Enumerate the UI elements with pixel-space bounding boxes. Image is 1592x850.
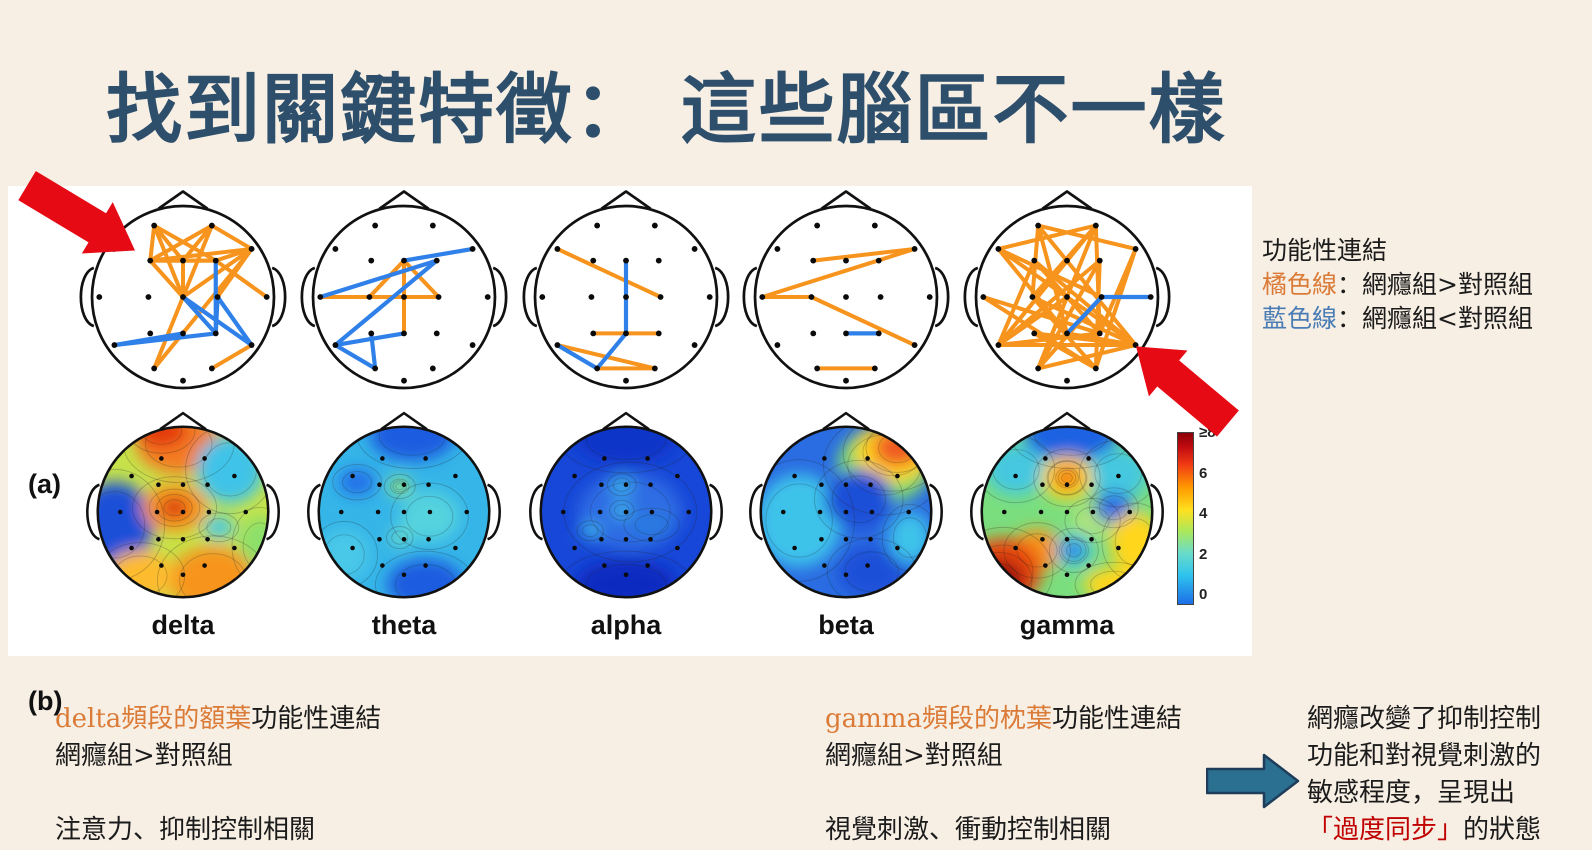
- connectivity-head-beta: [735, 186, 957, 412]
- band-label-theta: theta: [371, 610, 437, 640]
- legend-orange-desc: ：網癮組>對照組: [1337, 270, 1533, 299]
- legend-title: 功能性連結: [1262, 236, 1388, 265]
- note-delta-line2: 網癮組>對照組: [55, 741, 233, 771]
- colorbar-tick: 2: [1199, 546, 1208, 563]
- topography-map-delta: [79, 408, 287, 620]
- legend-orange-term: 橘色線: [1262, 270, 1338, 299]
- band-label-gamma: gamma: [1019, 610, 1115, 640]
- legend-blue-desc: ：網癮組<對照組: [1337, 304, 1533, 333]
- note-conclusion: 網癮改變了抑制控制 功能和對視覺刺激的 敏感程度，呈現出 「過度同步」的狀態: [1307, 701, 1541, 849]
- note-gamma-rest: 功能性連結: [1051, 704, 1182, 734]
- note-conclusion-line3: 敏感程度，呈現出: [1307, 778, 1516, 808]
- connectivity-head-theta: [293, 186, 515, 412]
- colorbar: [1177, 432, 1194, 605]
- legend-blue-row: 藍色線：網癮組<對照組: [1262, 302, 1533, 336]
- note-gamma-line3: 視覺刺激、衝動控制相關: [825, 815, 1112, 845]
- note-gamma: gamma頻段的枕葉功能性連結 網癮組>對照組 視覺刺激、衝動控制相關: [825, 701, 1182, 849]
- slide-title: 找到關鍵特徵： 這些腦區不一樣: [106, 65, 1227, 154]
- topography-map-theta: [300, 408, 508, 620]
- flow-arrow-icon: [1205, 753, 1300, 809]
- note-delta-rest: 功能性連結: [251, 704, 382, 734]
- note-delta-line3: 注意力、抑制控制相關: [55, 815, 316, 845]
- topography-map-beta: [742, 408, 950, 620]
- colorbar-tick: 6: [1199, 465, 1208, 482]
- band-label-delta: delta: [151, 610, 215, 640]
- red-arrow-icon-top-left: [7, 153, 154, 283]
- band-label-beta: beta: [818, 610, 874, 640]
- note-conclusion-rest: 的狀態: [1463, 815, 1542, 845]
- figure-row-a-label: (a): [28, 469, 61, 499]
- colorbar-tick: 4: [1199, 505, 1208, 522]
- topography-map-alpha: [522, 408, 730, 620]
- note-gamma-accent: gamma頻段的枕葉: [825, 704, 1052, 734]
- note-delta-accent: delta頻段的額葉: [55, 704, 252, 734]
- band-label-alpha: alpha: [590, 610, 662, 640]
- note-delta: delta頻段的額葉功能性連結 網癮組>對照組 注意力、抑制控制相關: [55, 701, 381, 849]
- figure-panel: (a) (b) delta theta alpha beta gamma ≥8 …: [8, 186, 1252, 716]
- legend-orange-row: 橘色線：網癮組>對照組: [1262, 268, 1533, 302]
- note-gamma-line2: 網癮組>對照組: [825, 741, 1003, 771]
- figure-row-b-label: (b): [28, 686, 63, 716]
- note-conclusion-line1: 網癮改變了抑制控制: [1307, 704, 1542, 734]
- red-arrow-icon-bottom-right: [1112, 317, 1253, 452]
- topography-map-gamma: [963, 408, 1171, 620]
- connectivity-head-gamma: [956, 186, 1178, 412]
- connectivity-head-delta: [72, 186, 294, 412]
- note-conclusion-line2: 功能和對視覺刺激的: [1307, 741, 1542, 771]
- connectivity-legend: 功能性連結 橘色線：網癮組>對照組 藍色線：網癮組<對照組: [1262, 234, 1533, 336]
- legend-blue-term: 藍色線: [1262, 304, 1338, 333]
- note-conclusion-accent: 「過度同步」: [1307, 815, 1464, 845]
- connectivity-head-alpha: [515, 186, 737, 412]
- colorbar-tick: 0: [1199, 586, 1208, 603]
